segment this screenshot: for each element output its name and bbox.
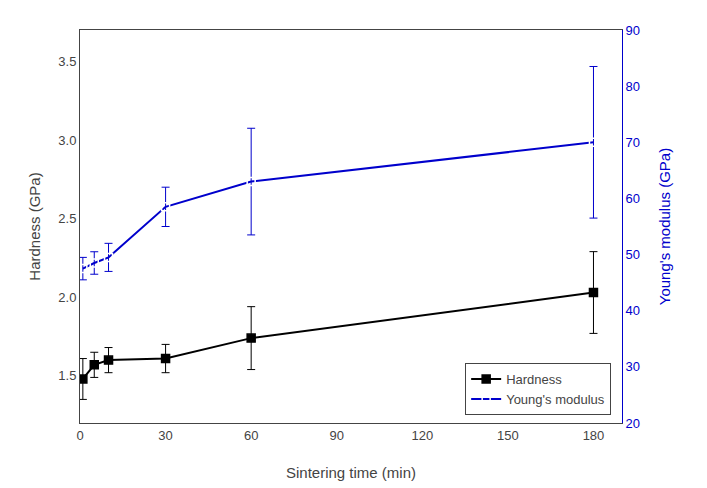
svg-text:2.0: 2.0 xyxy=(58,290,76,305)
svg-text:3.0: 3.0 xyxy=(58,133,76,148)
svg-text:90: 90 xyxy=(330,428,344,443)
svg-text:Young's modulus: Young's modulus xyxy=(506,392,605,407)
svg-text:Sintering time (min): Sintering time (min) xyxy=(286,464,416,481)
svg-text:60: 60 xyxy=(244,428,258,443)
svg-text:20: 20 xyxy=(626,416,640,431)
svg-text:Hardness (GPa): Hardness (GPa) xyxy=(26,172,43,280)
svg-text:30: 30 xyxy=(626,359,640,374)
svg-text:150: 150 xyxy=(497,428,519,443)
svg-text:40: 40 xyxy=(626,303,640,318)
svg-text:3.5: 3.5 xyxy=(58,54,76,69)
svg-text:Hardness: Hardness xyxy=(506,372,562,387)
svg-text:30: 30 xyxy=(158,428,172,443)
svg-text:60: 60 xyxy=(626,191,640,206)
svg-text:70: 70 xyxy=(626,135,640,150)
svg-text:90: 90 xyxy=(626,23,640,38)
svg-text:80: 80 xyxy=(626,79,640,94)
svg-text:120: 120 xyxy=(411,428,433,443)
svg-text:Young's modulus (GPa): Young's modulus (GPa) xyxy=(656,148,673,305)
svg-text:180: 180 xyxy=(583,428,605,443)
svg-text:0: 0 xyxy=(76,428,83,443)
svg-text:2.5: 2.5 xyxy=(58,211,76,226)
svg-text:50: 50 xyxy=(626,247,640,262)
svg-text:1.5: 1.5 xyxy=(58,368,76,383)
